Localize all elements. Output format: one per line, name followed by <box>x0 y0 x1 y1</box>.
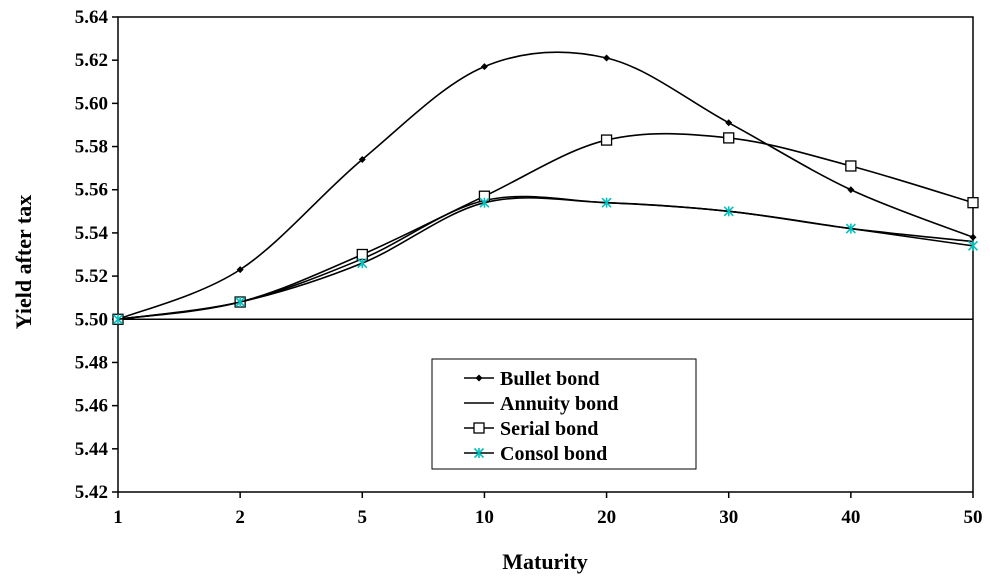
x-tick-label: 2 <box>235 507 245 528</box>
plot-area <box>117 16 974 493</box>
y-tick-label: 5.50 <box>75 309 108 330</box>
legend: Bullet bond Annuity bond Serial bond Consol… <box>431 358 697 470</box>
legend-label: Consol bond <box>500 443 607 465</box>
legend-item-bullet-bond: Bullet bond <box>464 368 599 390</box>
y-tick-label: 5.42 <box>75 482 108 503</box>
data-point-serial-bond <box>356 248 368 261</box>
data-point-consol-bond <box>723 206 734 217</box>
y-tick-label: 5.54 <box>75 223 109 244</box>
y-tick-label: 5.48 <box>75 352 108 373</box>
series-layer <box>112 51 979 325</box>
data-point-consol-bond <box>112 314 124 325</box>
legend-label: Annuity bond <box>500 393 618 415</box>
legend-item-consol-bond: Consol bond <box>464 443 607 465</box>
x-tick-label: 50 <box>964 507 983 528</box>
x-axis-title: Maturity <box>502 549 588 574</box>
y-tick-label: 5.62 <box>75 50 108 71</box>
data-point-serial-bond <box>967 197 979 209</box>
legend-swatch-marker <box>473 447 485 459</box>
legend-swatch-marker <box>475 374 483 382</box>
data-point-serial-bond <box>845 160 857 172</box>
y-tick-label: 5.44 <box>75 439 109 460</box>
data-point-bullet-bond <box>236 266 244 274</box>
x-tick-label: 1 <box>113 507 123 528</box>
data-point-serial-bond <box>600 134 613 146</box>
y-tick-label: 5.60 <box>75 93 108 114</box>
data-point-bullet-bond <box>480 63 488 71</box>
data-point-bullet-bond <box>603 54 611 62</box>
y-tick-label: 5.46 <box>75 396 108 417</box>
legend-label: Bullet bond <box>500 368 599 390</box>
legend-item-serial-bond: Serial bond <box>464 418 598 440</box>
data-point-bullet-bond <box>969 233 977 241</box>
y-tick-label: 5.64 <box>75 7 109 28</box>
data-point-consol-bond <box>601 197 612 208</box>
x-tick-label: 30 <box>719 507 738 528</box>
data-point-serial-bond <box>723 132 735 144</box>
legend-label: Serial bond <box>500 418 598 440</box>
data-point-consol-bond <box>479 197 490 208</box>
data-point-consol-bond <box>235 296 246 308</box>
data-point-bullet-bond <box>847 186 855 194</box>
data-point-bullet-bond <box>358 156 366 163</box>
y-axis: 5.42 5.44 5.46 5.48 5.50 5.52 5.54 5.56 5.58 5.60… <box>75 7 118 503</box>
series-line-bullet-bond <box>117 51 974 321</box>
x-tick-label: 40 <box>841 507 860 528</box>
x-tick-label: 20 <box>597 507 616 528</box>
y-tick-label: 5.56 <box>75 180 108 201</box>
x-tick-label: 10 <box>475 507 494 528</box>
legend-swatch-marker <box>473 422 485 434</box>
plot-border <box>117 16 974 493</box>
x-axis: 1 2 5 10 20 30 40 50 <box>113 492 983 528</box>
data-point-consol-bond <box>845 223 856 234</box>
series-line-consol-bond <box>117 197 974 321</box>
series-bullet-bond <box>114 51 977 323</box>
series-line-serial-bond <box>117 132 974 321</box>
data-point-consol-bond <box>357 258 368 269</box>
data-point-bullet-bond <box>725 119 733 127</box>
legend-item-annuity-bond: Annuity bond <box>464 393 618 415</box>
y-tick-label: 5.58 <box>75 137 108 158</box>
series-consol-bond <box>112 197 979 325</box>
x-tick-label: 5 <box>358 507 368 528</box>
y-tick-label: 5.52 <box>75 266 108 287</box>
y-axis-title: Yield after tax <box>11 195 36 329</box>
data-point-consol-bond <box>967 240 979 251</box>
